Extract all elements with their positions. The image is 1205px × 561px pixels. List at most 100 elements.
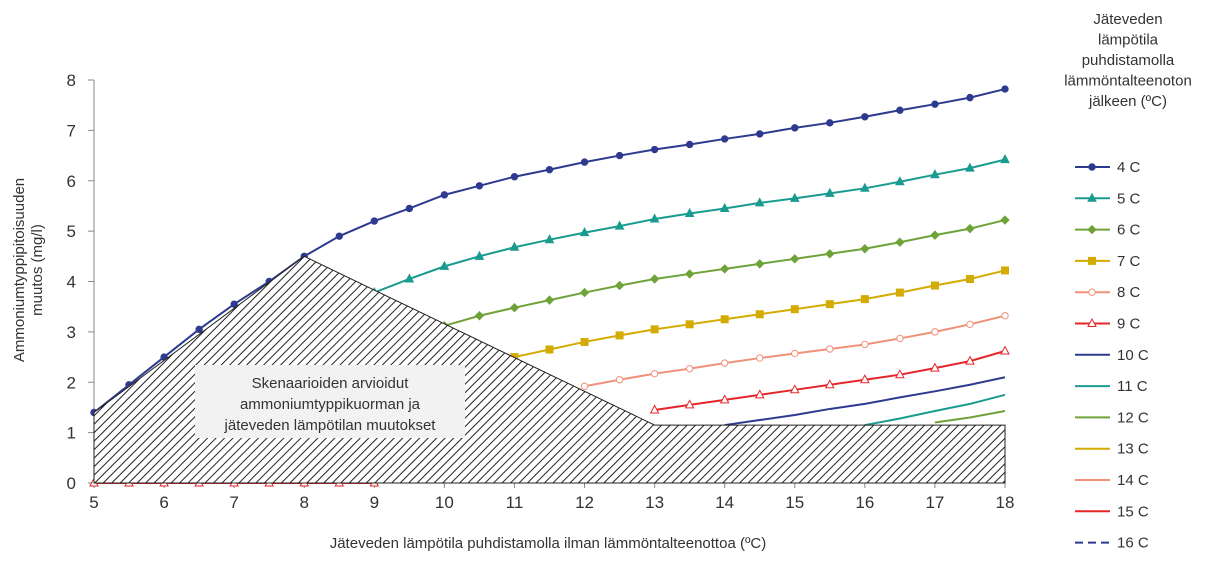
marker (370, 217, 379, 225)
marker (965, 274, 974, 283)
marker (756, 354, 764, 362)
marker (614, 280, 625, 291)
series (439, 215, 1010, 331)
marker (966, 320, 974, 329)
x-tick-label: 7 (229, 493, 238, 512)
y-tick-label: 7 (67, 121, 76, 140)
marker (930, 169, 940, 179)
series (510, 266, 1009, 362)
marker (1000, 345, 1010, 355)
marker (615, 151, 624, 160)
legend-item: 14 C (1075, 472, 1149, 489)
y-axis-title: muutos (mg/l) (29, 224, 46, 316)
marker (649, 404, 660, 414)
x-axis-title: Jäteveden lämpötila puhdistamolla ilman … (330, 535, 767, 552)
marker (720, 315, 729, 324)
legend-label: 11 C (1117, 378, 1148, 395)
annotation-text: jäteveden lämpötilan muutokset (224, 417, 437, 434)
legend-title: jälkeen (ºC) (1088, 93, 1167, 110)
series (580, 312, 1009, 390)
legend-label: 4 C (1117, 159, 1141, 176)
x-tick-label: 10 (435, 493, 454, 512)
marker (756, 130, 764, 138)
marker (649, 274, 660, 284)
x-tick-label: 13 (645, 493, 664, 512)
marker (580, 382, 589, 390)
marker (509, 241, 520, 251)
marker (439, 260, 450, 270)
annotation-text: Skenaarioiden arvioidut (252, 375, 410, 392)
x-tick-label: 14 (715, 493, 734, 512)
legend-label: 16 C (1117, 535, 1149, 552)
legend-marker (1088, 288, 1096, 296)
legend-marker (1088, 256, 1096, 265)
x-tick-label: 5 (89, 493, 98, 512)
legend-item: 4 C (1075, 159, 1141, 176)
x-tick-label: 11 (506, 493, 524, 512)
legend-item: 16 C (1075, 535, 1149, 552)
marker (614, 220, 625, 230)
marker (509, 302, 520, 313)
marker (931, 328, 939, 336)
marker (895, 176, 905, 186)
marker (791, 349, 799, 358)
marker (1001, 266, 1009, 275)
legend-label: 6 C (1117, 222, 1141, 239)
marker (404, 273, 415, 283)
marker (930, 362, 940, 372)
marker (826, 119, 834, 127)
x-tick-label: 8 (299, 493, 308, 512)
legend-label: 13 C (1117, 441, 1149, 458)
y-tick-label: 3 (67, 323, 76, 342)
x-tick-label: 15 (785, 493, 804, 512)
marker (825, 300, 834, 309)
legend-label: 14 C (1117, 472, 1149, 489)
legend-item: 12 C (1075, 409, 1149, 426)
marker (720, 359, 729, 367)
legend-item: 5 C (1075, 190, 1141, 207)
y-tick-label: 0 (67, 474, 76, 493)
y-axis-title: Ammoniumtyppipitoisuuden (11, 178, 28, 362)
y-tick-label: 5 (67, 222, 76, 241)
marker (684, 207, 695, 217)
legend-title: Jäteveden (1093, 11, 1162, 28)
marker (895, 237, 905, 247)
marker (965, 223, 975, 234)
marker (405, 204, 414, 213)
series-line (724, 376, 1006, 427)
marker (474, 311, 485, 321)
series (864, 393, 1006, 427)
marker (649, 213, 660, 223)
marker (545, 165, 554, 174)
series (369, 154, 1010, 297)
legend-item: 9 C (1075, 316, 1141, 333)
marker (720, 135, 729, 143)
marker (754, 389, 765, 399)
series (934, 409, 1006, 424)
legend-label: 5 C (1117, 190, 1141, 207)
marker (896, 334, 904, 343)
marker (1000, 154, 1010, 164)
legend-item: 15 C (1075, 503, 1149, 520)
marker (966, 93, 974, 102)
marker (860, 244, 870, 254)
marker (474, 250, 485, 260)
marker (895, 369, 905, 379)
marker (965, 355, 975, 365)
marker (579, 227, 590, 237)
marker (719, 264, 730, 274)
marker (790, 305, 799, 314)
x-tick-label: 9 (370, 493, 379, 512)
x-tick-label: 12 (575, 493, 594, 512)
marker (931, 100, 939, 108)
marker (895, 288, 904, 297)
legend-title: puhdistamolla (1082, 52, 1175, 69)
marker (861, 113, 869, 121)
legend-item: 7 C (1075, 253, 1141, 270)
marker (580, 158, 589, 166)
marker (789, 384, 800, 394)
x-tick-label: 6 (159, 493, 168, 512)
marker (685, 320, 694, 329)
legend-label: 10 C (1117, 347, 1149, 364)
